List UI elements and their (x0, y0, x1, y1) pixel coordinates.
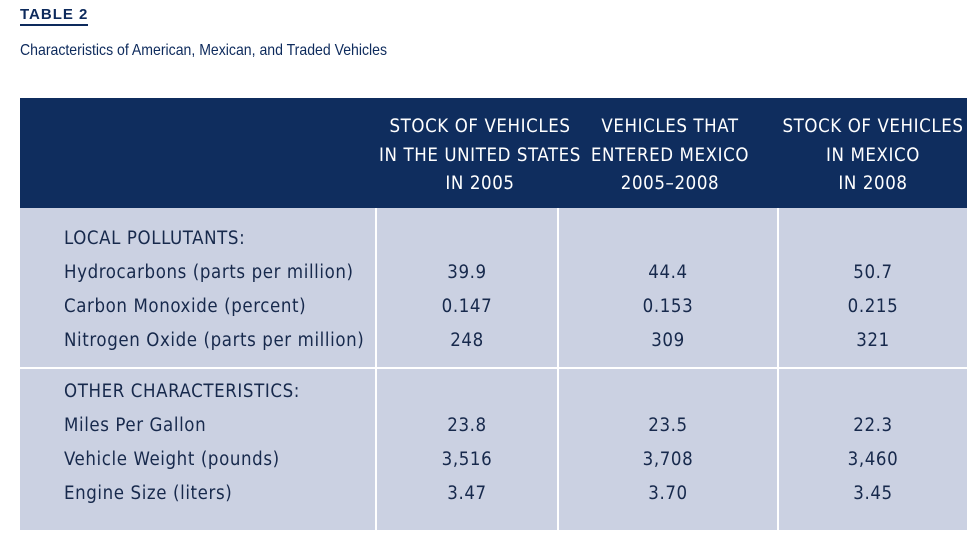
table-cell: 3,460 (847, 449, 899, 470)
column-divider (375, 208, 377, 530)
vehicle-characteristics-table: STOCK OF VEHICLES IN THE UNITED STATES I… (20, 98, 967, 530)
column-header-line: 2005–2008 (620, 173, 720, 194)
table-cell: 22.3 (853, 415, 893, 436)
table-header-row: STOCK OF VEHICLES IN THE UNITED STATES I… (20, 98, 967, 208)
section-title-local-pollutants: LOCAL POLLUTANTS: (64, 228, 246, 249)
table-cell: 3.45 (853, 483, 893, 504)
column-header-line: ENTERED MEXICO (590, 144, 750, 166)
table-cell: 321 (856, 330, 890, 351)
column-header-line: IN MEXICO (826, 144, 920, 166)
table-cell: 0.153 (642, 296, 694, 317)
row-label-hydrocarbons: Hydrocarbons (parts per million) (64, 262, 354, 283)
table-cell: 39.9 (447, 262, 487, 283)
column-divider (557, 208, 559, 530)
column-header-line: STOCK OF VEHICLES (389, 116, 571, 137)
row-label-carbon-monoxide: Carbon Monoxide (percent) (64, 296, 307, 317)
column-header-line: STOCK OF VEHICLES (782, 116, 964, 137)
table-cell: 44.4 (648, 262, 688, 283)
section-title-other-characteristics: OTHER CHARACTERISTICS: (64, 381, 300, 402)
table-cell: 0.147 (441, 296, 493, 317)
table-cell: 50.7 (853, 262, 893, 283)
table-cell: 3,516 (441, 449, 493, 470)
row-label-nitrogen-oxide: Nitrogen Oxide (parts per million) (64, 330, 365, 351)
table-cell: 3.70 (648, 483, 688, 504)
column-header-mexico-stock: STOCK OF VEHICLES IN MEXICO IN 2008 (778, 113, 967, 199)
row-label-vehicle-weight: Vehicle Weight (pounds) (64, 449, 280, 470)
table-cell: 309 (651, 330, 685, 351)
table-number: TABLE 2 (20, 6, 89, 26)
section-divider (20, 367, 967, 369)
table-cell: 0.215 (847, 296, 899, 317)
column-divider (777, 208, 779, 530)
column-header-entered-mexico: VEHICLES THAT ENTERED MEXICO 2005–2008 (560, 113, 780, 199)
row-label-miles-per-gallon: Miles Per Gallon (64, 415, 207, 436)
table-cell: 3.47 (447, 483, 487, 504)
table-body (20, 208, 967, 530)
column-header-line: IN 2005 (445, 173, 515, 194)
table-cell: 23.8 (447, 415, 487, 436)
column-header-us-stock: STOCK OF VEHICLES IN THE UNITED STATES I… (376, 113, 584, 199)
column-header-line: IN 2008 (838, 173, 908, 194)
column-header-line: IN THE UNITED STATES (379, 144, 581, 166)
table-cell: 23.5 (648, 415, 688, 436)
table-caption: Characteristics of American, Mexican, an… (20, 42, 388, 59)
column-header-line: VEHICLES THAT (601, 116, 739, 137)
row-label-engine-size: Engine Size (liters) (64, 483, 233, 504)
table-cell: 248 (450, 330, 484, 351)
table-cell: 3,708 (642, 449, 694, 470)
